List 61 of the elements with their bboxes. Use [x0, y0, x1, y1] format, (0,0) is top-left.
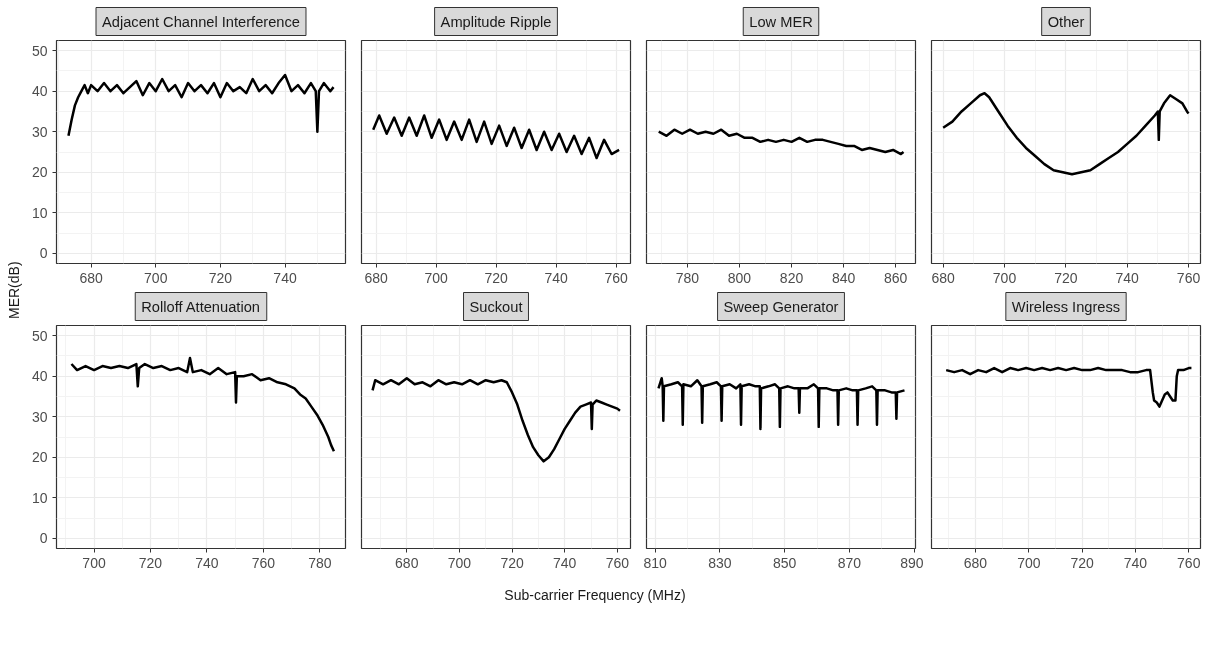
x-axis-title: Sub-carrier Frequency (MHz) [504, 586, 686, 605]
x-tick-label: 840 [831, 269, 856, 286]
x-tick-label: 760 [604, 269, 628, 286]
chart-title: Wireless Ingress [1011, 298, 1121, 315]
y-tick-label: 50 [31, 42, 48, 59]
x-tick-label: 760 [1176, 269, 1201, 286]
x-tick-label: 810 [643, 554, 668, 571]
x-tick-label: 720 [138, 554, 163, 571]
x-tick-label: 740 [273, 269, 297, 286]
x-tick-label: 700 [144, 269, 168, 286]
chart-title: Amplitude Ripple [440, 13, 552, 30]
x-tick-label: 890 [900, 554, 924, 571]
x-tick-label: 740 [1115, 269, 1140, 286]
y-tick-label: 10 [31, 204, 48, 221]
x-tick-label: 740 [195, 554, 219, 571]
x-tick-label: 800 [727, 269, 752, 286]
chart-title: Suckout [469, 298, 523, 315]
x-tick-label: 720 [208, 269, 233, 286]
x-tick-label: 870 [837, 554, 862, 571]
x-tick-label: 680 [931, 269, 956, 286]
x-tick-label: 680 [963, 554, 988, 571]
x-tick-label: 700 [424, 269, 449, 286]
y-tick-label: 10 [31, 489, 48, 506]
x-tick-label: 740 [553, 554, 577, 571]
y-tick-label: 30 [31, 408, 48, 425]
x-tick-label: 760 [251, 554, 276, 571]
y-tick-label: 20 [31, 449, 48, 466]
chart-title: Adjacent Channel Interference [102, 13, 301, 30]
y-tick-label: 0 [39, 245, 48, 262]
chart-title: Rolloff Attenuation [141, 298, 260, 315]
x-tick-label: 700 [447, 554, 472, 571]
y-tick-label: 50 [31, 327, 48, 344]
y-tick-label: 0 [39, 530, 48, 547]
x-tick-label: 820 [779, 269, 804, 286]
x-tick-label: 720 [1070, 554, 1095, 571]
x-tick-label: 830 [708, 554, 732, 571]
x-tick-label: 760 [1177, 554, 1201, 571]
x-tick-label: 680 [395, 554, 419, 571]
y-tick-label: 40 [31, 368, 48, 385]
x-tick-label: 680 [79, 269, 103, 286]
x-tick-label: 720 [500, 554, 524, 571]
x-tick-label: 860 [884, 269, 908, 286]
x-tick-label: 780 [675, 269, 700, 286]
x-tick-label: 700 [82, 554, 106, 571]
y-tick-label: 20 [31, 164, 48, 181]
x-tick-label: 700 [1017, 554, 1041, 571]
y-tick-label: 30 [31, 123, 48, 140]
x-tick-label: 780 [308, 554, 332, 571]
y-tick-label: 40 [31, 83, 48, 100]
chart-title: Sweep Generator [723, 298, 839, 315]
x-tick-label: 760 [605, 554, 630, 571]
y-axis-title: MER(dB) [5, 261, 23, 319]
x-tick-label: 720 [484, 269, 509, 286]
x-tick-label: 720 [1054, 269, 1078, 286]
x-tick-label: 850 [773, 554, 797, 571]
x-tick-label: 700 [992, 269, 1017, 286]
x-tick-label: 740 [1123, 554, 1148, 571]
chart-title: Other [1047, 13, 1085, 30]
x-tick-label: 680 [364, 269, 389, 286]
x-tick-label: 740 [544, 269, 569, 286]
chart-title: Low MER [749, 13, 813, 30]
